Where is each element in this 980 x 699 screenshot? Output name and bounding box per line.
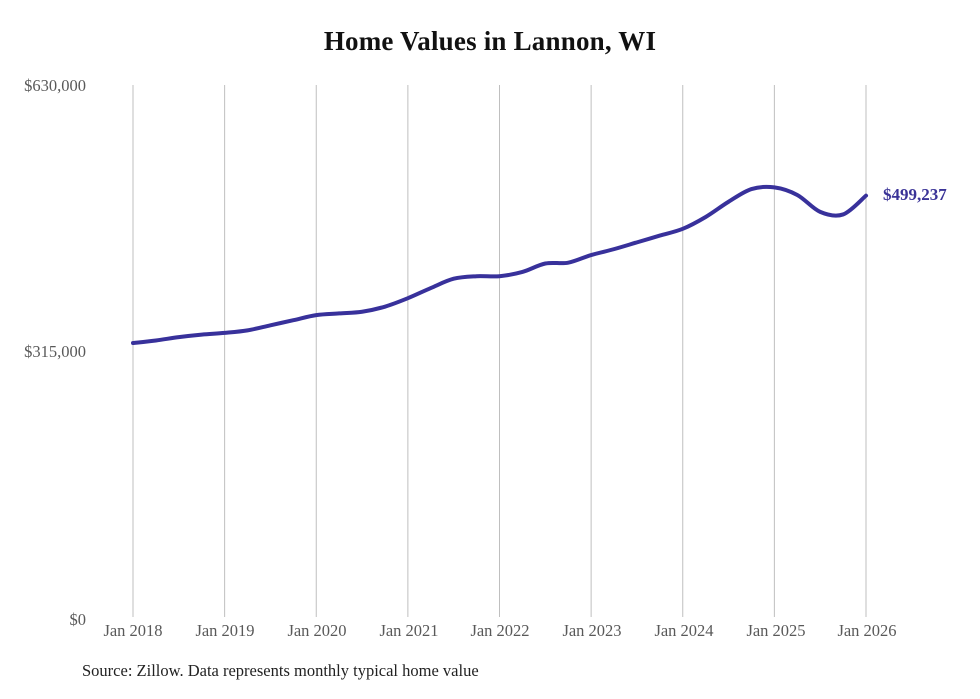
x-axis-tick-label-jan-2019: Jan 2019 [195,621,255,640]
x-axis-tick-label-jan-2022: Jan 2022 [470,621,530,640]
x-axis-tick-label-jan-2026: Jan 2026 [837,621,897,640]
y-axis-tick-label-0: $0 [69,610,87,629]
x-axis-tick-label-jan-2020: Jan 2020 [287,621,347,640]
source-note: Source: Zillow. Data represents monthly … [82,661,479,680]
x-axis-tick-label-jan-2025: Jan 2025 [746,621,806,640]
y-axis-tick-label-315000: $315,000 [24,342,86,361]
vertical-gridlines [132,85,867,617]
y-axis-tick-label-630000: $630,000 [24,76,86,95]
chart-title: Home Values in Lannon, WI [323,26,657,56]
x-axis-tick-label-jan-2018: Jan 2018 [103,621,163,640]
home-value-line-series [131,184,868,346]
x-axis-tick-label-jan-2024: Jan 2024 [654,621,714,640]
last-value-annotation: $499,237 [883,184,947,204]
x-axis-tick-label-jan-2023: Jan 2023 [562,621,622,640]
x-axis-tick-label-jan-2021: Jan 2021 [379,621,439,640]
